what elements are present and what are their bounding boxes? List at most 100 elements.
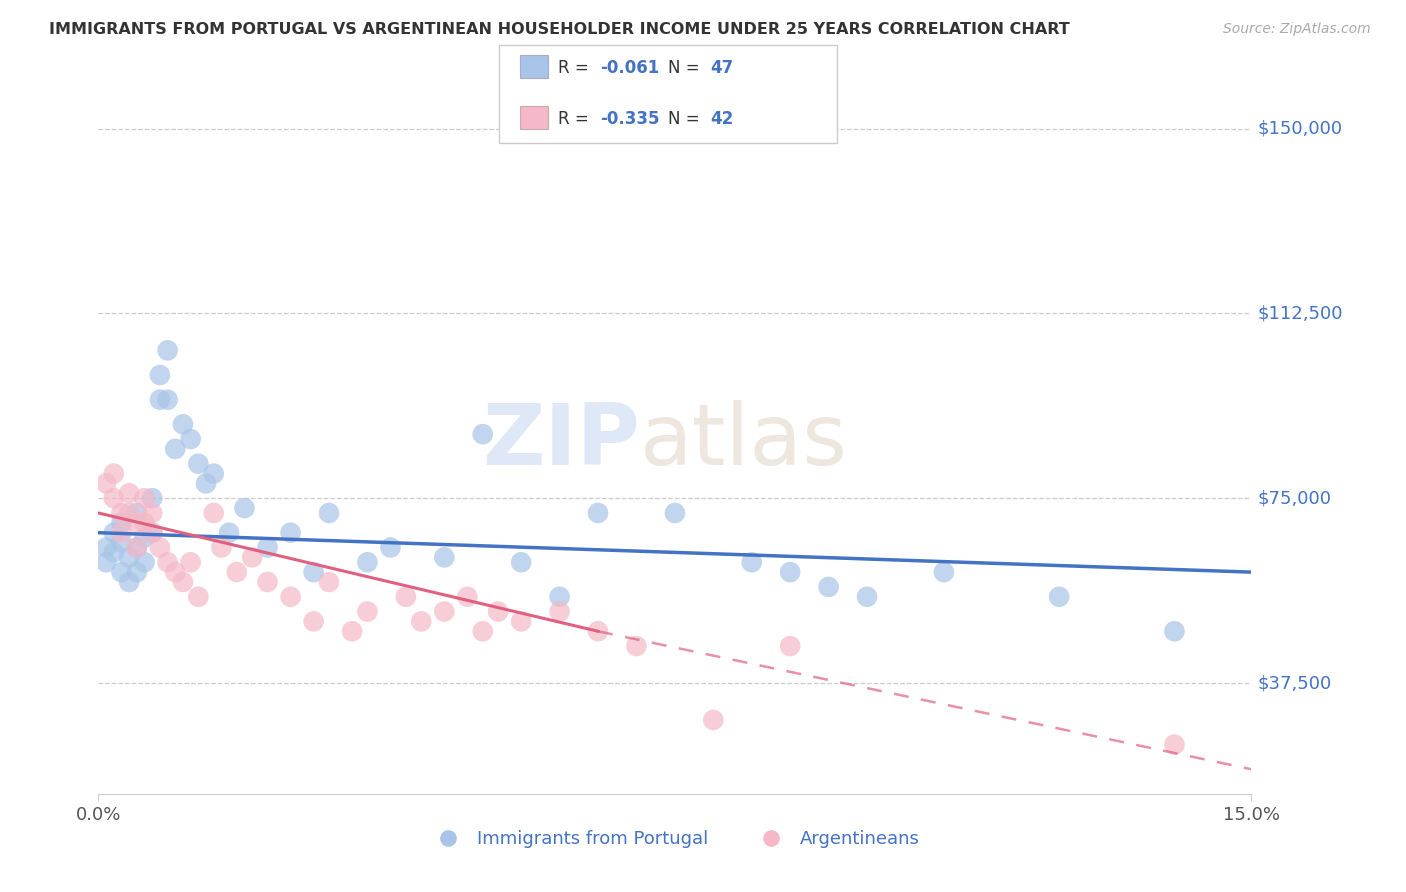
Point [856,590,879,604]
Point [125,565,148,579]
Point [103,525,125,540]
Point [233,501,256,516]
Point [702,713,724,727]
Point [510,615,533,629]
Point [180,432,202,446]
Point [456,590,478,604]
Point [125,541,148,555]
Point [110,535,132,549]
Point [932,565,955,579]
Point [134,531,156,545]
Point [156,392,179,407]
Point [340,624,363,639]
Point [187,590,209,604]
Point [664,506,686,520]
Point [172,417,194,432]
Point [433,605,456,619]
Point [134,516,156,530]
Point [149,368,172,382]
Point [486,605,509,619]
Point [779,565,801,579]
Point [141,525,163,540]
Point [1047,590,1070,604]
Point [125,541,148,555]
Point [280,590,302,604]
Point [149,541,172,555]
Point [817,580,839,594]
Text: ZIP: ZIP [482,400,640,483]
Point [149,392,172,407]
Point [318,506,340,520]
Text: R =: R = [558,59,595,77]
Point [256,574,278,589]
Point [626,639,648,653]
Point [118,574,141,589]
Point [110,565,132,579]
Point [411,615,433,629]
Point [94,555,117,569]
Point [156,343,179,358]
Point [103,491,125,506]
Point [280,525,302,540]
Point [134,555,156,569]
Text: N =: N = [668,59,704,77]
Point [256,541,278,555]
Text: Source: ZipAtlas.com: Source: ZipAtlas.com [1223,22,1371,37]
Text: $37,500: $37,500 [1257,674,1331,692]
Point [380,541,402,555]
Point [548,605,571,619]
Point [118,550,141,565]
Point [302,565,325,579]
Point [94,476,117,491]
Point [118,486,141,500]
Point [225,565,247,579]
Point [180,555,202,569]
Text: 47: 47 [710,59,734,77]
Point [209,541,232,555]
Point [110,525,132,540]
Point [125,506,148,520]
Point [110,516,132,530]
Point [356,555,378,569]
Point [356,605,378,619]
Text: IMMIGRANTS FROM PORTUGAL VS ARGENTINEAN HOUSEHOLDER INCOME UNDER 25 YEARS CORREL: IMMIGRANTS FROM PORTUGAL VS ARGENTINEAN … [49,22,1070,37]
Text: atlas: atlas [640,400,848,483]
Point [395,590,418,604]
Point [548,590,571,604]
Point [141,525,163,540]
Point [471,427,494,442]
Text: -0.061: -0.061 [600,59,659,77]
Point [779,639,801,653]
Point [433,550,456,565]
Point [141,506,163,520]
Point [118,506,141,520]
Point [165,565,187,579]
Point [471,624,494,639]
Point [1163,738,1185,752]
Legend: Immigrants from Portugal, Argentineans: Immigrants from Portugal, Argentineans [423,823,927,855]
Point [187,457,209,471]
Point [110,506,132,520]
Text: $150,000: $150,000 [1257,120,1343,137]
Point [165,442,187,456]
Point [134,491,156,506]
Text: N =: N = [668,110,704,128]
Point [1163,624,1185,639]
Point [302,615,325,629]
Point [510,555,533,569]
Point [586,506,609,520]
Point [125,516,148,530]
Text: R =: R = [558,110,595,128]
Point [103,467,125,481]
Point [202,506,225,520]
Point [103,545,125,559]
Point [318,574,340,589]
Point [218,525,240,540]
Point [172,574,194,589]
Point [141,491,163,506]
Point [195,476,218,491]
Point [741,555,763,569]
Point [240,550,263,565]
Point [94,541,117,555]
Text: 42: 42 [710,110,734,128]
